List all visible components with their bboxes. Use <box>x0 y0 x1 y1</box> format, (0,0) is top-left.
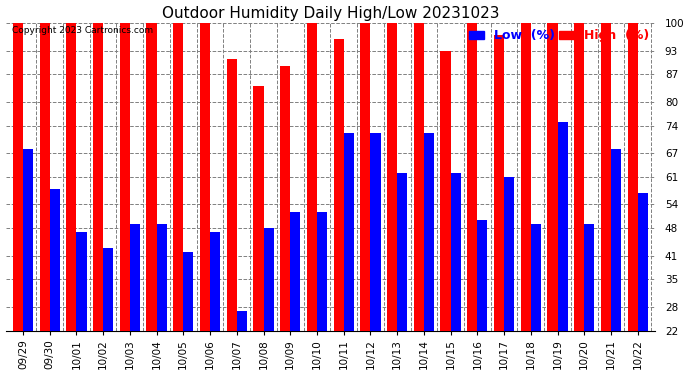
Bar <box>547 23 558 330</box>
Bar <box>467 23 477 330</box>
Bar <box>638 193 648 330</box>
Bar <box>210 232 220 330</box>
Bar <box>531 224 541 330</box>
Bar <box>628 23 638 330</box>
Bar <box>558 122 568 330</box>
Bar <box>39 23 50 330</box>
Bar <box>317 212 327 330</box>
Bar <box>13 23 23 330</box>
Bar <box>103 248 113 330</box>
Legend: Low  (%), High  (%): Low (%), High (%) <box>469 29 649 42</box>
Bar <box>200 23 210 330</box>
Text: Copyright 2023 Cartronics.com: Copyright 2023 Cartronics.com <box>12 26 153 35</box>
Bar <box>290 212 300 330</box>
Bar <box>253 86 264 330</box>
Bar <box>371 134 381 330</box>
Bar <box>504 177 514 330</box>
Bar <box>424 134 434 330</box>
Bar <box>521 23 531 330</box>
Bar <box>440 51 451 330</box>
Bar <box>601 23 611 330</box>
Bar <box>146 23 157 330</box>
Bar <box>387 23 397 330</box>
Bar <box>280 66 290 330</box>
Bar <box>574 23 584 330</box>
Bar <box>451 173 461 330</box>
Bar <box>477 220 488 330</box>
Title: Outdoor Humidity Daily High/Low 20231023: Outdoor Humidity Daily High/Low 20231023 <box>161 6 499 21</box>
Bar <box>584 224 594 330</box>
Bar <box>173 23 184 330</box>
Bar <box>611 149 621 330</box>
Bar <box>333 39 344 330</box>
Bar <box>264 228 274 330</box>
Bar <box>157 224 167 330</box>
Bar <box>50 189 60 330</box>
Bar <box>226 58 237 330</box>
Bar <box>184 252 193 330</box>
Bar <box>494 35 504 330</box>
Bar <box>360 23 371 330</box>
Bar <box>307 23 317 330</box>
Bar <box>130 224 140 330</box>
Bar <box>397 173 407 330</box>
Bar <box>23 149 33 330</box>
Bar <box>77 232 86 330</box>
Bar <box>237 311 247 330</box>
Bar <box>66 23 77 330</box>
Bar <box>414 23 424 330</box>
Bar <box>119 23 130 330</box>
Bar <box>344 134 354 330</box>
Bar <box>93 23 103 330</box>
